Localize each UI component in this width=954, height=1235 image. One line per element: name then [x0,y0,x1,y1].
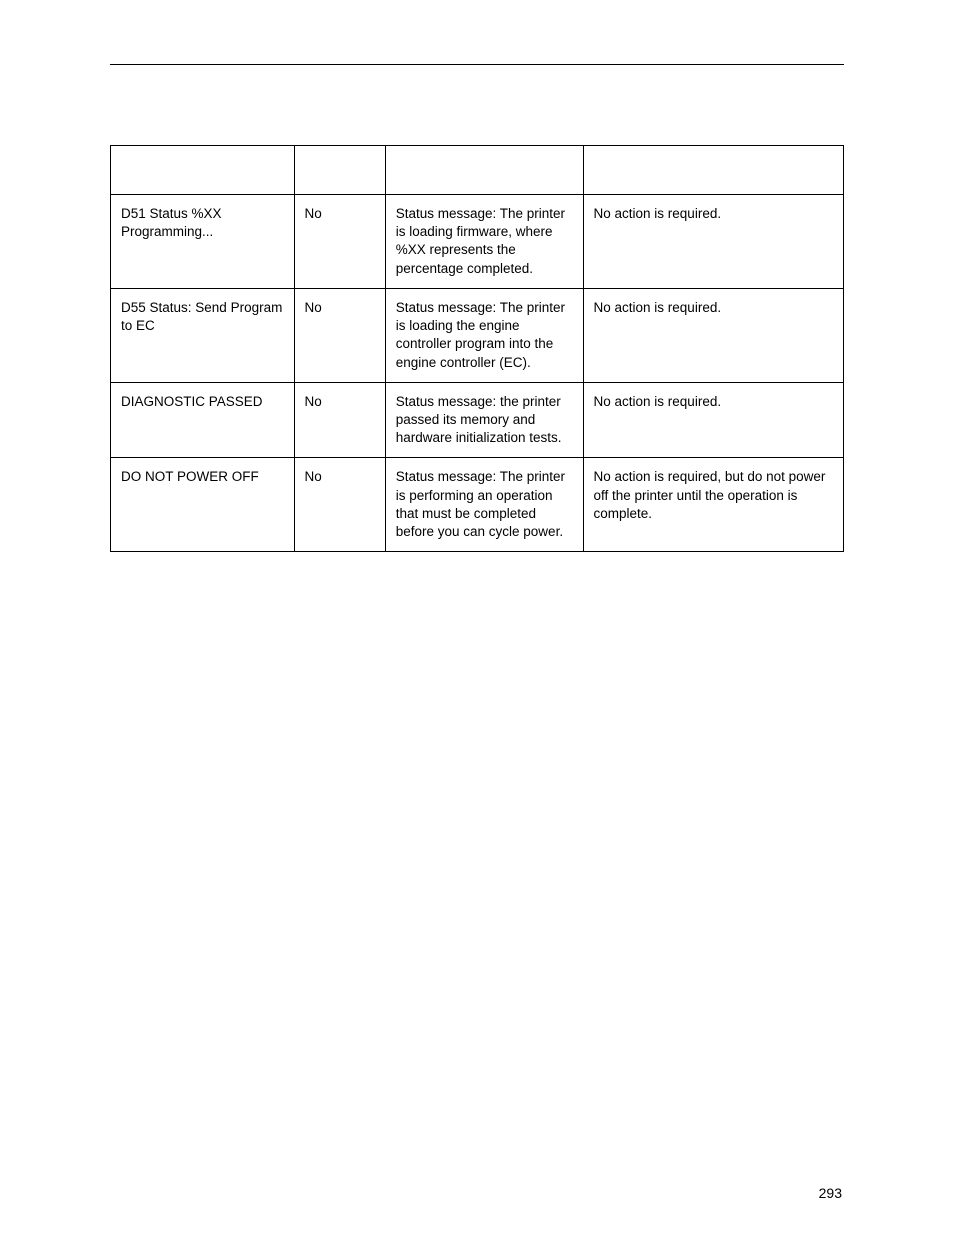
header-gap-cell [111,146,295,195]
message-cell: DO NOT POWER OFF [111,458,295,552]
explanation-cell: Status message: The printer is performin… [385,458,583,552]
solution-text: No action is required. [594,300,722,315]
header-gap-cell [385,146,583,195]
solution-text: No action is required. [594,394,722,409]
top-rule [110,64,844,65]
page: D51 Status %XX Programming...NoStatus me… [0,0,954,1235]
table-row: D51 Status %XX Programming...NoStatus me… [111,195,844,289]
table-row: D55 Status: Send Program to ECNoStatus m… [111,288,844,382]
can-clear-cell: No [294,195,385,289]
solution-cell: No action is required, but do not power … [583,458,843,552]
can-clear-cell: No [294,288,385,382]
message-cell: D51 Status %XX Programming... [111,195,295,289]
explanation-cell: Status message: the printer passed its m… [385,382,583,458]
solution-text: No action is required, but do not power … [594,469,826,520]
solution-text: No action is required. [594,206,722,221]
table-row: DIAGNOSTIC PASSEDNoStatus message: the p… [111,382,844,458]
explanation-cell: Status message: The printer is loading f… [385,195,583,289]
page-number: 293 [819,1185,842,1201]
table-row: DO NOT POWER OFFNoStatus message: The pr… [111,458,844,552]
solution-cell: No action is required. [583,382,843,458]
can-clear-cell: No [294,458,385,552]
header-gap-cell [294,146,385,195]
message-cell: DIAGNOSTIC PASSED [111,382,295,458]
explanation-cell: Status message: The printer is loading t… [385,288,583,382]
table-header-gap-row [111,146,844,195]
troubleshooting-table: D51 Status %XX Programming...NoStatus me… [110,145,844,552]
can-clear-cell: No [294,382,385,458]
header-gap-cell [583,146,843,195]
solution-cell: No action is required. [583,195,843,289]
message-cell: D55 Status: Send Program to EC [111,288,295,382]
solution-cell: No action is required. [583,288,843,382]
